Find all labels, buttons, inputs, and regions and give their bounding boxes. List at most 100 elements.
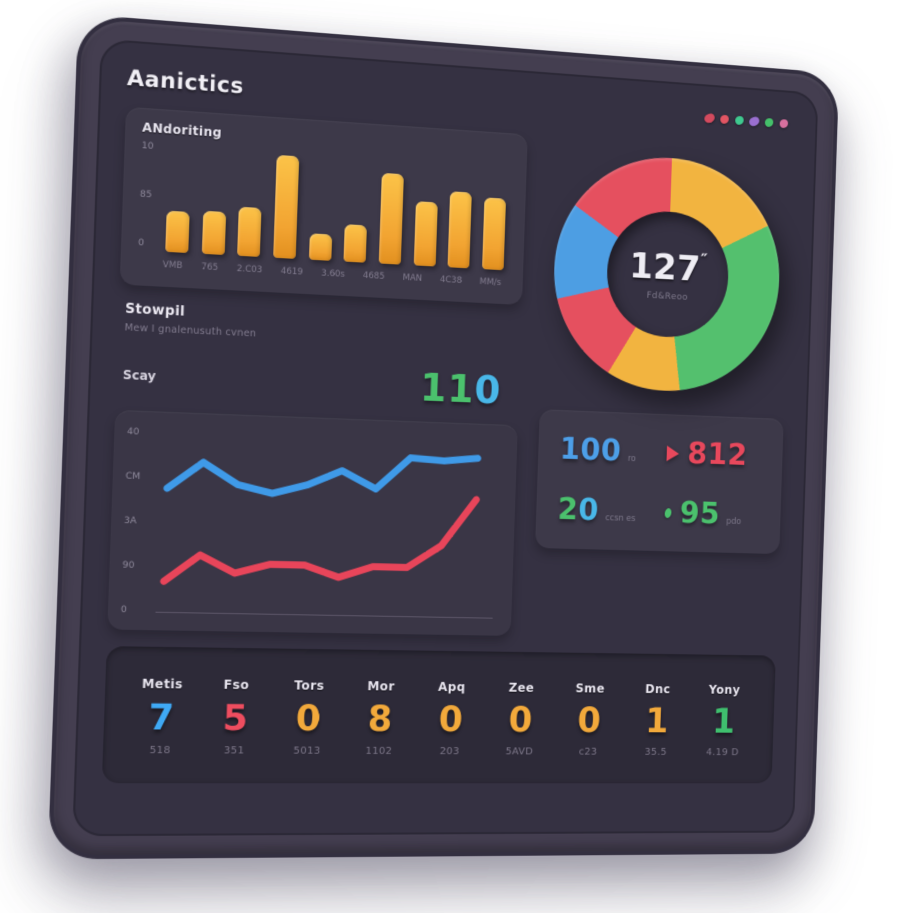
stat-item: 812 [666, 436, 762, 473]
line-chart-axis [155, 612, 492, 618]
stat-digit: 2 [557, 492, 579, 528]
bar [201, 210, 226, 256]
status-dot [735, 115, 744, 126]
kpi-value: 8 [367, 698, 393, 740]
bar [165, 210, 190, 254]
bar-x-tick-label: 2.C03 [236, 263, 263, 276]
stat-item: 100 ro [559, 432, 658, 470]
bar [413, 201, 438, 267]
score-digit: 0 [473, 367, 503, 413]
stat-digit: 95 [679, 495, 721, 532]
line-chart-plot [148, 426, 506, 626]
stat-digit: 0 [577, 492, 600, 528]
line-chart: 40 CM 3A 90 0 [120, 425, 505, 626]
kpi-column: Sme 0 c23 [561, 681, 617, 757]
kpi-sub-label: 351 [223, 744, 245, 757]
stat-suffix: pdo [726, 516, 742, 527]
bar [308, 232, 332, 261]
tablet-bezel: Aanictics ANdoriting 10 85 0 VMB 765 2.C03 46… [47, 13, 840, 860]
kpi-sub-label: 1102 [365, 745, 393, 757]
status-dot [779, 119, 789, 129]
stats-card: 100 ro 812 20 ccsn es 95 pdo [535, 409, 784, 555]
tick-icon [663, 506, 673, 519]
bar [237, 207, 262, 257]
stat-value: 812 [687, 437, 748, 473]
kpi-label: Tors [294, 677, 325, 693]
dashboard-screen: Aanictics ANdoriting 10 85 0 VMB 765 2.C03 46… [72, 38, 819, 837]
kpi-column: Apq 0 203 [422, 679, 480, 756]
stat-digit: 812 [686, 436, 748, 473]
status-dots [703, 112, 789, 129]
line-y-tick-label: 3A [123, 515, 137, 527]
stat-item: 20 ccsn es [557, 492, 656, 529]
bar-chart-bars [161, 142, 511, 271]
kpi-value: 0 [507, 700, 533, 741]
play-icon [666, 445, 680, 462]
stat-suffix: ccsn es [605, 513, 636, 524]
bar-chart: 10 85 0 [138, 141, 511, 271]
line-y-tick-label: 0 [120, 604, 128, 616]
page-title: Aanictics [126, 65, 245, 99]
bar-x-tick-label: 765 [201, 261, 219, 274]
bar [481, 197, 506, 271]
kpi-value: 0 [294, 698, 322, 740]
dashboard-tablet: Aanictics ANdoriting 10 85 0 VMB 765 2.C03 46… [47, 13, 840, 860]
stat-value: 100 [559, 432, 622, 469]
bar-y-tick-label: 10 [141, 140, 154, 152]
kpi-sub-label: 518 [149, 744, 171, 756]
line-series-red [164, 490, 477, 588]
donut-center-suffix: ″ [700, 249, 708, 269]
donut-center-label: Fd&Reoo [646, 290, 689, 303]
kpi-sub-label: c23 [578, 746, 598, 758]
kpi-column: Dnc 1 35.5 [629, 682, 685, 758]
kpi-column: Yony 1 4.19 D [696, 682, 751, 757]
kpi-label: Zee [508, 680, 535, 695]
stat-value: 95 [679, 496, 720, 531]
line-y-tick-label: 40 [126, 426, 140, 438]
kpi-label: Dnc [644, 681, 671, 696]
bar [378, 172, 404, 265]
main-content: ANdoriting 10 85 0 VMB 765 2.C03 4619 3.60s 468… [107, 106, 793, 640]
kpi-value: 7 [147, 696, 175, 739]
status-dot [764, 117, 774, 128]
line-y-tick-label: CM [125, 471, 141, 483]
kpi-sub-label: 5AVD [505, 745, 534, 757]
bar [273, 155, 300, 259]
score-value: 110 [419, 365, 502, 412]
status-dot [720, 114, 729, 125]
status-dot [703, 112, 716, 125]
bar [447, 190, 473, 269]
kpi-sub-label: 4.19 D [705, 746, 739, 758]
bar [343, 224, 368, 263]
line-y-tick-label: 90 [122, 560, 135, 571]
status-dot [748, 115, 761, 128]
kpi-column: Zee 0 5AVD [492, 680, 549, 757]
kpi-column: Tors 0 5013 [278, 678, 338, 757]
kpi-label: Apq [437, 679, 466, 694]
kpi-sub-label: 203 [439, 745, 460, 757]
bar-y-tick-label: 85 [139, 189, 153, 201]
score-label: Scay [122, 367, 157, 384]
kpi-column: Metis 7 518 [130, 676, 192, 756]
kpi-label: Yony [708, 682, 741, 697]
kpi-label: Fso [223, 677, 250, 692]
score-digit: 11 [419, 365, 476, 412]
kpi-sub-label: 35.5 [644, 746, 668, 758]
kpi-value: 1 [711, 701, 736, 741]
kpi-value: 0 [437, 699, 464, 740]
bar-x-tick-label: MM/s [479, 276, 502, 289]
stat-digit: 100 [559, 431, 622, 469]
kpi-column: Mor 8 1102 [350, 678, 409, 757]
bar-x-tick-label: 4C38 [439, 274, 463, 286]
stat-item: 95 pdo [663, 495, 761, 532]
kpi-label: Metis [141, 676, 184, 691]
bar-y-tick-label: 0 [137, 237, 145, 249]
bar-x-tick-label: 4685 [362, 270, 385, 282]
right-column: 127″ Fd&Reoo 100 ro 812 20 ccsn es 95 pdo [511, 134, 793, 640]
summary-block: Stowpil Mew I gnalenusuth cvnen [118, 301, 521, 352]
donut-center-number: 127 [628, 245, 701, 290]
bar-x-tick-label: VMB [162, 259, 183, 272]
left-column: ANdoriting 10 85 0 VMB 765 2.C03 4619 3.60s 468… [107, 106, 528, 636]
kpi-label: Mor [367, 678, 396, 694]
